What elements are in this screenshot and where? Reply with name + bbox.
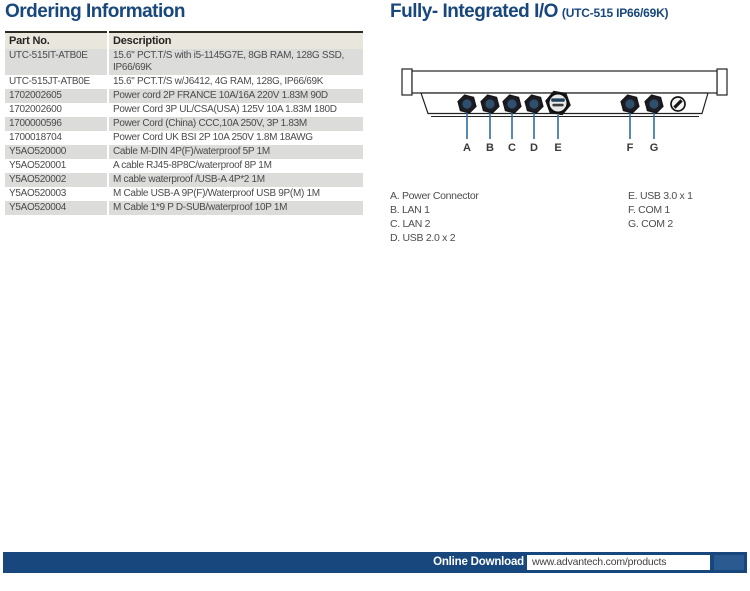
legend-item: A. Power Connector <box>390 190 479 202</box>
leader-lines <box>466 113 655 139</box>
right-bracket-shape <box>716 68 728 96</box>
left-bracket-shape <box>401 68 413 96</box>
table-row: Y5AO520003 M Cable USB-A 9P(F)/Waterproo… <box>5 187 363 201</box>
ordering-information-title: Ordering Information <box>5 1 186 22</box>
io-legend-right: E. USB 3.0 x 1 F. COM 1 G. COM 2 <box>628 189 693 231</box>
callout-letter-d: D <box>530 142 538 154</box>
description-cell: M Cable 1*9 P D-SUB/waterproof 10P 1M <box>107 201 363 215</box>
legend-item: G. COM 2 <box>628 218 673 230</box>
table-row: UTC-515JT-ATB0E 15.6" PCT.T/S w/J6412, 4… <box>5 75 363 89</box>
description-cell: Power Cord 3P UL/CSA(USA) 125V 10A 1.83M… <box>107 103 363 117</box>
table-row: 1700000596 Power Cord (China) CCC,10A 25… <box>5 117 363 131</box>
io-legend-left: A. Power Connector B. LAN 1 C. LAN 2 D. … <box>390 189 479 245</box>
part-no-cell: Y5AO520000 <box>5 145 108 159</box>
table-row: Y5AO520001 A cable RJ45-8P8C/waterproof … <box>5 159 363 173</box>
callout-letter-c: C <box>508 142 516 154</box>
description-cell: M cable waterproof /USB-A 4P*2 1M <box>107 173 363 187</box>
part-no-cell: Y5AO520003 <box>9 188 67 199</box>
part-no-cell: Y5AO520004 <box>5 201 108 215</box>
part-no-cell: 1702002600 <box>9 104 62 115</box>
table-row: Y5AO520004 M Cable 1*9 P D-SUB/waterproo… <box>5 201 363 215</box>
vent-plug-icon <box>669 95 687 113</box>
callout-letter-a: A <box>463 142 471 154</box>
callout-letter-f: F <box>627 142 634 154</box>
footer-accent-block <box>714 555 744 570</box>
ordering-table: Part No. Description UTC-515IT-ATB0E 15.… <box>5 31 363 215</box>
legend-item: E. USB 3.0 x 1 <box>628 190 693 202</box>
table-row: UTC-515IT-ATB0E 15.6" PCT.T/S with i5-11… <box>5 49 363 75</box>
io-diagram: A B C D E F G <box>401 68 728 154</box>
legend-item: B. LAN 1 <box>390 204 430 216</box>
part-no-cell: 1700000596 <box>5 117 108 131</box>
model-subtitle: (UTC-515 IP66/69K) <box>561 6 669 20</box>
callout-letter-b: B <box>486 142 494 154</box>
description-header: Description <box>107 32 363 49</box>
legend-item: D. USB 2.0 x 2 <box>390 232 456 244</box>
part-no-cell: 1700018704 <box>9 132 62 143</box>
part-no-header: Part No. <box>5 32 108 49</box>
table-row: 1700018704 Power Cord UK BSI 2P 10A 250V… <box>5 131 363 145</box>
table-row: 1702002605 Power cord 2P FRANCE 10A/16A … <box>5 89 363 103</box>
description-cell: A cable RJ45-8P8C/waterproof 8P 1M <box>107 159 363 173</box>
table-row: Y5AO520000 Cable M-DIN 4P(F)/waterproof … <box>5 145 363 159</box>
description-cell: Power Cord (China) CCC,10A 250V, 3P 1.83… <box>107 117 363 131</box>
legend-item: C. LAN 2 <box>390 218 431 230</box>
download-url-box[interactable]: www.advantech.com/products <box>527 555 710 570</box>
panel-edge-shape <box>411 70 718 94</box>
description-cell: Power cord 2P FRANCE 10A/16A 220V 1.83M … <box>107 89 363 103</box>
part-no-cell: UTC-515IT-ATB0E <box>5 49 108 75</box>
part-no-cell: Y5AO520002 <box>5 173 108 187</box>
fully-integrated-io-title: Fully- Integrated I/O (UTC-515 IP66/69K) <box>390 1 669 23</box>
footer-bar: Online Download www.advantech.com/produc… <box>3 552 747 573</box>
download-url-text[interactable]: www.advantech.com/products <box>532 556 667 568</box>
description-cell: 15.6" PCT.T/S w/J6412, 4G RAM, 128G, IP6… <box>107 75 363 89</box>
description-cell: Cable M-DIN 4P(F)/waterproof 5P 1M <box>107 145 363 159</box>
online-download-label: Online Download <box>433 556 524 568</box>
callout-letter-g: G <box>650 142 659 154</box>
part-no-cell: Y5AO520001 <box>9 160 67 171</box>
table-row: 1702002600 Power Cord 3P UL/CSA(USA) 125… <box>5 103 363 117</box>
part-no-cell: 1702002605 <box>5 89 108 103</box>
description-cell: Power Cord UK BSI 2P 10A 250V 1.8M 18AWG <box>107 131 363 145</box>
callout-letter-e: E <box>554 142 561 154</box>
description-cell: M Cable USB-A 9P(F)/Waterproof USB 9P(M)… <box>107 187 363 201</box>
part-no-cell: UTC-515JT-ATB0E <box>9 76 90 87</box>
table-row: Y5AO520002 M cable waterproof /USB-A 4P*… <box>5 173 363 187</box>
table-header-row: Part No. Description <box>5 32 363 49</box>
description-cell: 15.6" PCT.T/S with i5-1145G7E, 8GB RAM, … <box>107 49 363 75</box>
legend-item: F. COM 1 <box>628 204 670 216</box>
fully-integrated-io-title-text: Fully- Integrated I/O <box>390 1 558 22</box>
